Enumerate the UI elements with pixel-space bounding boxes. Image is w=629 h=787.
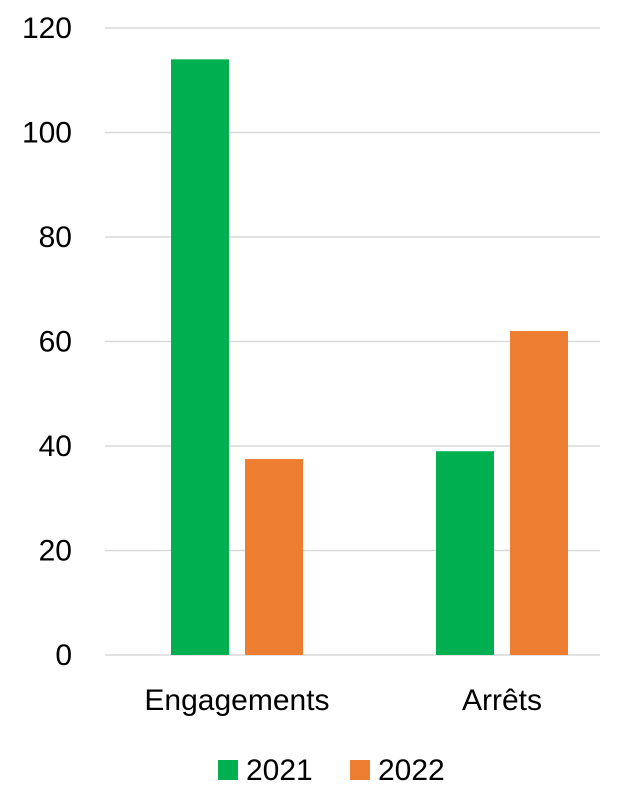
bars — [171, 59, 568, 656]
y-tick-label: 20 — [39, 535, 72, 568]
x-category-label: Engagements — [144, 684, 329, 717]
legend-swatch-2022 — [350, 760, 370, 780]
x-category-label: Arrêts — [462, 684, 542, 717]
y-tick-label: 100 — [22, 117, 72, 150]
x-axis-category-labels: Engagements Arrêts — [144, 684, 542, 717]
legend-swatch-2021 — [218, 760, 238, 780]
y-axis-tick-labels: 0 20 40 60 80 100 120 — [22, 12, 72, 672]
bar-2021-1 — [171, 59, 229, 656]
legend: 2021 2022 — [218, 754, 445, 787]
y-tick-label: 80 — [39, 221, 72, 254]
y-tick-label: 0 — [55, 639, 72, 672]
bar-2022-2 — [510, 331, 568, 655]
y-tick-label: 60 — [39, 326, 72, 359]
y-tick-label: 40 — [39, 430, 72, 463]
bar-2022-1 — [245, 459, 303, 655]
bar-2021-2 — [436, 451, 494, 655]
legend-label: 2021 — [246, 754, 313, 782]
legend-label: 2022 — [378, 754, 445, 782]
y-tick-label: 120 — [22, 12, 72, 45]
